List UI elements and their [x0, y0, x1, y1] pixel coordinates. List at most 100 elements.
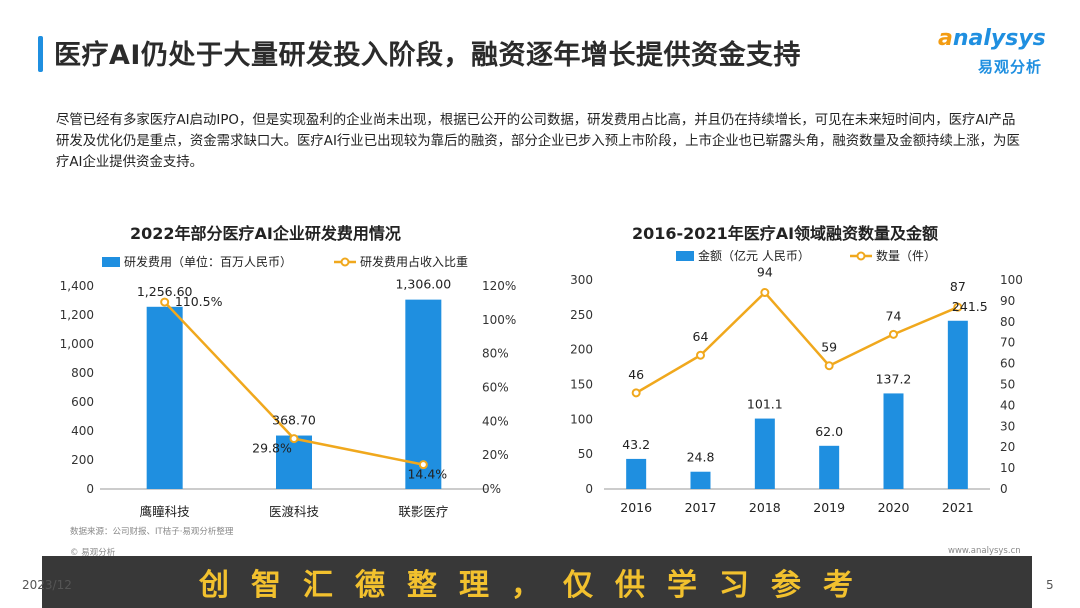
chart1-legend-bar-label: 研发费用（单位：百万人民币） [124, 254, 292, 269]
chart2-line-point [953, 302, 963, 312]
title-accent-bar [38, 36, 43, 72]
chart1-y-tick-label: 200 [71, 453, 94, 467]
page-number: 5 [1046, 578, 1054, 592]
chart1-y-tick-label: 800 [71, 366, 94, 380]
chart2-y2-tick-label: 100 [1000, 273, 1023, 287]
chart1-bar [276, 435, 312, 489]
data-source-note: 数据来源：公司财报、IT桔子·易观分析整理 [70, 527, 234, 537]
chart2-y2-tick-label: 30 [1000, 419, 1015, 433]
chart1-bar-label: 1,256.60 [137, 284, 193, 299]
chart2-y2-tick-label: 60 [1000, 357, 1015, 371]
chart2-y-tick-label: 200 [570, 343, 593, 357]
chart2-bar [819, 445, 840, 489]
chart2-bar-label: 101.1 [747, 397, 783, 412]
chart2-legend-line-marker [856, 251, 866, 261]
chart2-y-tick-label: 250 [570, 308, 593, 322]
chart2-line-label: 59 [821, 340, 837, 355]
chart1-y-tick-label: 1,200 [60, 308, 94, 322]
chart2-line-label: 87 [950, 279, 966, 294]
chart2-x-tick-label: 2016 [620, 500, 652, 515]
chart1-y2-tick-label: 60% [482, 381, 509, 395]
chart2-bar [626, 458, 647, 489]
chart1-y2-tick-label: 40% [482, 414, 509, 428]
chart2-y-tick-label: 50 [578, 447, 593, 461]
chart2-legend-line-label: 数量（件） [876, 248, 936, 263]
chart1-bar-label: 368.70 [272, 413, 316, 428]
chart2-bar [947, 320, 968, 489]
chart2-line-point [824, 361, 834, 371]
date-label: 2023/12 [22, 578, 72, 592]
chart1-bar [146, 306, 183, 489]
chart2-line-point [760, 288, 770, 298]
chart1-y-tick-label: 1,000 [60, 337, 94, 351]
chart2-y2-tick-label: 20 [1000, 440, 1015, 454]
page-title: 医疗AI仍处于大量研发投入阶段，融资逐年增长提供资金支持 [54, 40, 801, 71]
intro-paragraph: 尽管已经有多家医疗AI启动IPO，但是实现盈利的企业尚未出现，根据已公开的公司数… [56, 113, 1020, 170]
logo-letters: nalysys [952, 26, 1046, 51]
chart1-y-tick-label: 1,400 [60, 279, 94, 293]
chart1-y-tick-label: 0 [86, 482, 94, 496]
chart2-x-tick-label: 2021 [942, 500, 974, 515]
chart2-y2-tick-label: 50 [1000, 378, 1015, 392]
chart1-legend-line-marker [340, 257, 350, 267]
chart2-bar-label: 43.2 [622, 437, 650, 452]
chart2-y-tick-label: 150 [570, 378, 593, 392]
chart2-y2-tick-label: 10 [1000, 461, 1015, 475]
chart2-x-tick-label: 2019 [813, 500, 845, 515]
chart2-bar [754, 418, 775, 489]
chart1-y2-tick-label: 100% [482, 313, 516, 327]
chart1-line-point [289, 434, 299, 444]
chart2-legend-bar-label: 金额（亿元 人民币） [698, 248, 810, 263]
chart2-line-series [635, 291, 959, 394]
chart1-bar-label: 1,306.00 [395, 277, 451, 292]
chart2-title: 2016-2021年医疗AI领域融资数量及金额 [632, 224, 939, 243]
chart2-line-label: 94 [757, 265, 773, 280]
chart2-line-label: 74 [886, 308, 902, 323]
chart1-title: 2022年部分医疗AI企业研发费用情况 [130, 224, 401, 243]
logo-letter-a: a [938, 26, 953, 51]
chart2-bar-label: 137.2 [876, 371, 912, 386]
chart2-y2-tick-label: 90 [1000, 294, 1015, 308]
chart2-bar-label: 62.0 [815, 424, 843, 439]
chart1-line-point [160, 297, 170, 307]
chart1-y2-tick-label: 20% [482, 448, 509, 462]
logo-text-en: analysys [938, 26, 1046, 51]
chart2-x-tick-label: 2020 [878, 500, 910, 515]
website-link[interactable]: www.analysys.cn [948, 546, 1021, 556]
chart2-line-label: 64 [693, 329, 709, 344]
chart1-legend-bar-swatch [102, 257, 120, 267]
chart2-x-tick-label: 2017 [685, 500, 717, 515]
chart1-x-tick-label: 医渡科技 [269, 504, 320, 519]
chart2-y2-tick-label: 80 [1000, 315, 1015, 329]
chart2-y2-tick-label: 40 [1000, 398, 1015, 412]
watermark-banner: 创智汇德整理，仅供学习参考 [42, 556, 1032, 608]
chart2-bar-label: 241.5 [952, 299, 988, 314]
copyright-note: © 易观分析 [70, 548, 116, 558]
watermark-text: 创智汇德整理，仅供学习参考 [199, 568, 875, 603]
logo-text-cn: 易观分析 [978, 58, 1043, 76]
chart1-line-label: 29.8% [252, 441, 292, 456]
analysys-logo: analysys 易观分析 [938, 24, 1062, 80]
chart1-y2-tick-label: 80% [482, 347, 509, 361]
chart1-line-label: 110.5% [175, 294, 223, 309]
chart1-y2-tick-label: 120% [482, 279, 516, 293]
chart2-line-point [631, 388, 641, 398]
chart1-y2-tick-label: 0% [482, 482, 501, 496]
chart1-line-point [418, 460, 428, 470]
chart2-y2-tick-label: 70 [1000, 336, 1015, 350]
chart2-legend-bar-swatch [676, 251, 694, 261]
chart2-bar-label: 24.8 [687, 450, 715, 465]
chart1-legend-line-label: 研发费用占收入比重 [360, 254, 468, 269]
chart2-line-point [696, 350, 705, 360]
chart2-y-tick-label: 100 [570, 412, 593, 426]
chart2-bar [883, 393, 904, 489]
chart2-y-tick-label: 0 [585, 482, 593, 496]
chart1-x-tick-label: 鹰瞳科技 [140, 504, 191, 519]
chart1-x-tick-label: 联影医疗 [398, 504, 448, 519]
chart1-y-tick-label: 400 [71, 424, 94, 438]
chart2-y2-tick-label: 0 [1000, 482, 1008, 496]
chart2-x-tick-label: 2018 [749, 500, 781, 515]
chart1-y-tick-label: 600 [71, 395, 94, 409]
